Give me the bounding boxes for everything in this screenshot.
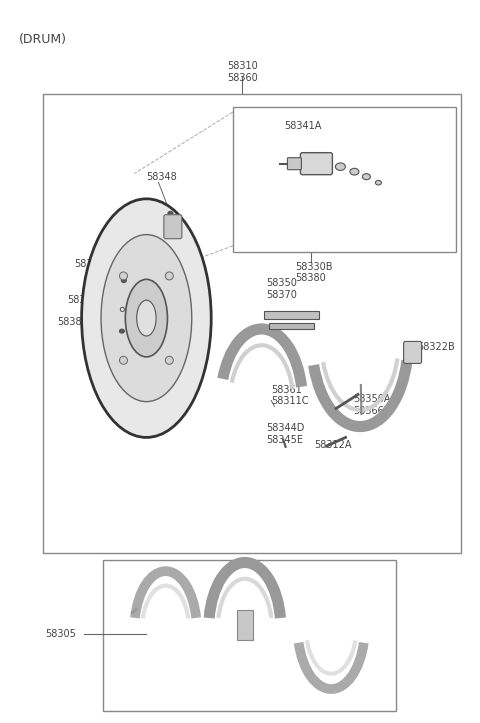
Ellipse shape (120, 356, 128, 364)
Ellipse shape (137, 300, 156, 336)
Ellipse shape (121, 278, 126, 283)
Ellipse shape (362, 174, 371, 180)
Ellipse shape (350, 168, 359, 175)
Text: 58348: 58348 (146, 172, 177, 182)
Text: 58322B: 58322B (418, 342, 456, 352)
Text: 58312A: 58312A (314, 440, 352, 450)
FancyBboxPatch shape (164, 215, 182, 239)
Bar (269, 323, 314, 329)
FancyBboxPatch shape (300, 153, 332, 175)
Text: 58386B: 58386B (67, 295, 105, 305)
Ellipse shape (120, 307, 124, 312)
Text: 58330B
58380: 58330B 58380 (295, 262, 333, 283)
Text: 58323: 58323 (74, 259, 105, 269)
Bar (237, 609, 253, 640)
Ellipse shape (101, 234, 192, 402)
Ellipse shape (120, 272, 128, 280)
Ellipse shape (375, 181, 382, 185)
Ellipse shape (336, 163, 346, 171)
Text: (DRUM): (DRUM) (19, 33, 67, 46)
Text: 58341A: 58341A (284, 121, 321, 132)
Text: 58305: 58305 (46, 629, 76, 639)
Ellipse shape (165, 272, 173, 280)
Ellipse shape (82, 199, 211, 437)
FancyBboxPatch shape (404, 341, 421, 364)
Bar (233, 107, 456, 252)
Ellipse shape (168, 211, 173, 215)
Text: 58385B: 58385B (58, 317, 95, 327)
Text: 59775: 59775 (108, 347, 139, 357)
Text: 58350
58370: 58350 58370 (266, 278, 297, 300)
Text: 58355
58365: 58355 58365 (167, 375, 198, 396)
Ellipse shape (125, 279, 168, 357)
Ellipse shape (120, 329, 124, 333)
Text: 58356A
58366A: 58356A 58366A (353, 394, 390, 416)
Bar (264, 311, 319, 319)
Text: 58361
58311C: 58361 58311C (271, 385, 309, 406)
Ellipse shape (165, 356, 173, 364)
Bar (103, 560, 396, 711)
Text: 58310
58360: 58310 58360 (227, 61, 258, 83)
FancyBboxPatch shape (288, 158, 301, 170)
Text: 58344D
58345E: 58344D 58345E (266, 423, 305, 445)
Bar (43, 94, 461, 553)
